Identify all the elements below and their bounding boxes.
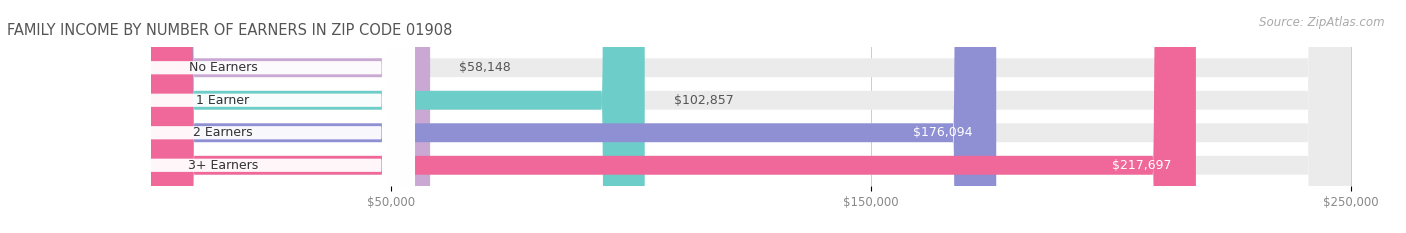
Text: $58,148: $58,148	[458, 61, 510, 74]
FancyBboxPatch shape	[31, 0, 415, 233]
FancyBboxPatch shape	[31, 0, 415, 233]
Text: 2 Earners: 2 Earners	[193, 126, 253, 139]
Text: 1 Earner: 1 Earner	[197, 94, 250, 107]
FancyBboxPatch shape	[31, 0, 415, 233]
FancyBboxPatch shape	[150, 0, 430, 233]
FancyBboxPatch shape	[150, 0, 645, 233]
Text: 3+ Earners: 3+ Earners	[188, 159, 259, 172]
Text: Source: ZipAtlas.com: Source: ZipAtlas.com	[1260, 16, 1385, 29]
Text: No Earners: No Earners	[188, 61, 257, 74]
FancyBboxPatch shape	[150, 0, 997, 233]
FancyBboxPatch shape	[150, 0, 1351, 233]
FancyBboxPatch shape	[150, 0, 1197, 233]
Text: FAMILY INCOME BY NUMBER OF EARNERS IN ZIP CODE 01908: FAMILY INCOME BY NUMBER OF EARNERS IN ZI…	[7, 24, 453, 38]
FancyBboxPatch shape	[150, 0, 1351, 233]
FancyBboxPatch shape	[150, 0, 1351, 233]
Text: $176,094: $176,094	[912, 126, 972, 139]
FancyBboxPatch shape	[31, 0, 415, 233]
Text: $217,697: $217,697	[1112, 159, 1173, 172]
Text: $102,857: $102,857	[673, 94, 734, 107]
FancyBboxPatch shape	[150, 0, 1351, 233]
